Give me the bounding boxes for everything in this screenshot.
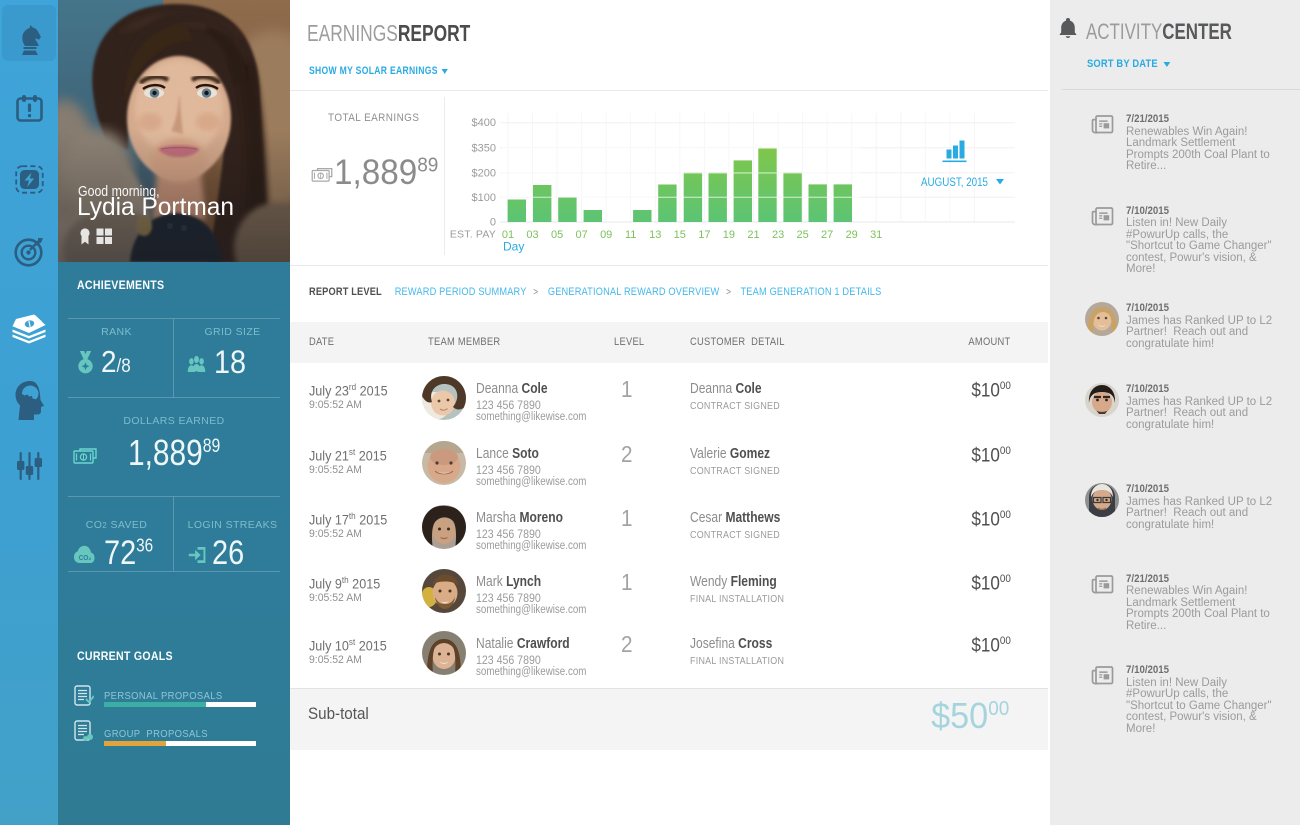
svg-text:07: 07 xyxy=(575,229,587,241)
svg-text:$350: $350 xyxy=(472,142,496,154)
svg-text:31: 31 xyxy=(870,229,882,241)
svg-text:Day: Day xyxy=(503,240,524,254)
svg-text:11: 11 xyxy=(625,229,636,241)
svg-text:$400: $400 xyxy=(472,117,496,129)
svg-text:EST. PAY: EST. PAY xyxy=(450,229,496,241)
svg-text:29: 29 xyxy=(846,229,858,241)
svg-text:17: 17 xyxy=(698,229,710,241)
svg-text:21: 21 xyxy=(747,229,759,241)
svg-text:15: 15 xyxy=(674,229,686,241)
svg-text:13: 13 xyxy=(649,229,661,241)
svg-text:01: 01 xyxy=(502,229,514,241)
svg-text:27: 27 xyxy=(821,229,833,241)
svg-text:AUGUST, 2015: AUGUST, 2015 xyxy=(921,177,988,189)
svg-text:19: 19 xyxy=(723,229,735,241)
svg-text:0: 0 xyxy=(490,217,496,229)
svg-text:03: 03 xyxy=(526,229,538,241)
svg-text:25: 25 xyxy=(796,229,808,241)
svg-text:$100: $100 xyxy=(472,192,496,204)
svg-text:$200: $200 xyxy=(472,167,496,179)
svg-text:CO₂: CO₂ xyxy=(79,555,91,563)
svg-text:05: 05 xyxy=(551,229,563,241)
svg-text:23: 23 xyxy=(772,229,784,241)
svg-text:09: 09 xyxy=(600,229,612,241)
